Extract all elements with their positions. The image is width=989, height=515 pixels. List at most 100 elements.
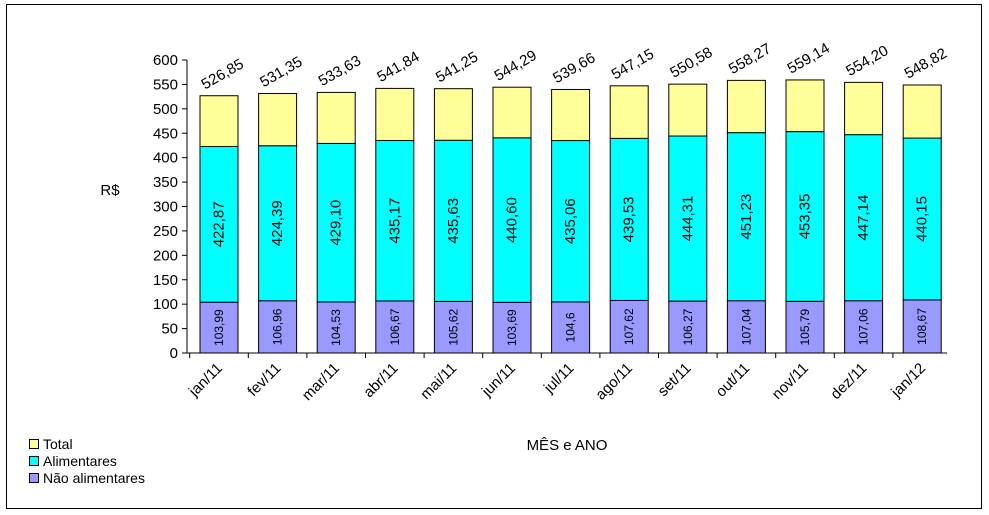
data-label-nao-alimentares: 104,6 <box>564 312 578 342</box>
bar-total <box>375 87 415 141</box>
bar-alimentares <box>668 135 708 302</box>
y-tick-label: 50 <box>161 321 178 338</box>
bar-nao-alimentares <box>375 300 415 354</box>
data-label-nao-alimentares: 108,67 <box>915 308 929 345</box>
data-label-total: 554,20 <box>843 42 891 80</box>
bar-alimentares <box>844 134 884 302</box>
data-label-total: 559,14 <box>785 40 833 78</box>
bar-nao-alimentares <box>551 301 591 354</box>
legend-item-alimentares: Alimentares <box>29 452 145 469</box>
y-tick-label: 450 <box>153 125 178 142</box>
data-label-alimentares: 429,10 <box>328 200 345 246</box>
data-label-alimentares: 435,17 <box>386 198 403 244</box>
data-label-total: 558,27 <box>726 40 774 78</box>
data-label-alimentares: 435,63 <box>445 198 462 244</box>
data-label-total: 539,66 <box>550 49 598 87</box>
data-label-nao-alimentares: 103,69 <box>505 309 519 346</box>
bar-nao-alimentares <box>785 300 825 354</box>
bar-total <box>785 79 825 133</box>
legend-label-alimentares: Alimentares <box>43 452 117 469</box>
x-category-label: mar/11 <box>299 360 343 404</box>
legend-swatch-total <box>29 438 39 449</box>
legend-label-total: Total <box>43 435 73 452</box>
bar-total <box>551 88 591 142</box>
x-category-label: nov/11 <box>769 360 812 403</box>
data-label-total: 531,35 <box>257 53 305 91</box>
legend: Total Alimentares Não alimentares <box>29 435 145 486</box>
bar-alimentares <box>258 145 298 302</box>
data-label-nao-alimentares: 104,53 <box>329 309 343 346</box>
bar-alimentares <box>316 142 356 303</box>
x-category-label: mai/11 <box>417 360 460 403</box>
legend-item-nao-alimentares: Não alimentares <box>29 469 145 486</box>
bar-total <box>492 86 532 139</box>
bar-total <box>844 81 884 136</box>
data-label-alimentares: 439,53 <box>621 196 638 242</box>
y-tick-label: 250 <box>153 223 178 240</box>
y-axis-label: R$ <box>100 182 120 199</box>
bar-nao-alimentares <box>668 300 708 354</box>
bar-nao-alimentares <box>844 300 884 354</box>
data-label-nao-alimentares: 106,27 <box>681 308 695 345</box>
legend-swatch-alimentares <box>29 455 39 466</box>
data-label-nao-alimentares: 105,62 <box>446 309 460 346</box>
data-label-alimentares: 453,35 <box>797 194 814 240</box>
y-tick-label: 600 <box>153 52 178 69</box>
bar-alimentares <box>902 137 942 301</box>
y-tick-label: 200 <box>153 247 178 264</box>
bar-total <box>199 95 239 147</box>
data-label-total: 526,85 <box>199 56 247 94</box>
x-category-label: jan/11 <box>185 360 226 401</box>
x-category-label: dez/11 <box>827 360 870 403</box>
x-category-label: set/11 <box>655 360 695 400</box>
x-category-label: jan/12 <box>887 360 929 402</box>
x-category-label: fev/11 <box>244 360 284 400</box>
bar-total <box>668 83 708 137</box>
bar-nao-alimentares <box>902 299 942 354</box>
y-tick-label: 0 <box>170 345 178 362</box>
data-label-total: 541,84 <box>374 48 422 86</box>
bar-total <box>433 88 473 141</box>
x-category-label: jun/11 <box>478 360 519 401</box>
data-label-alimentares: 424,39 <box>269 200 286 246</box>
bar-alimentares <box>199 145 239 303</box>
data-label-alimentares: 440,60 <box>504 197 521 243</box>
y-tick-label: 400 <box>153 150 178 167</box>
data-label-nao-alimentares: 107,62 <box>622 308 636 345</box>
x-axis-label: MÊS e ANO <box>527 437 608 454</box>
data-label-total: 548,82 <box>902 45 950 83</box>
bar-total <box>902 84 942 139</box>
data-label-nao-alimentares: 107,04 <box>739 308 753 345</box>
data-label-total: 550,58 <box>667 44 715 82</box>
y-tick-label: 300 <box>153 199 178 216</box>
bar-nao-alimentares <box>258 300 298 354</box>
stacked-bar-chart: 0 50 100 150 200 250 300 350 400 450 500 550 600 R$ MÊ… <box>100 40 950 454</box>
y-tick-label: 350 <box>153 174 178 191</box>
data-label-nao-alimentares: 105,79 <box>798 308 812 345</box>
bar-total <box>609 85 649 139</box>
data-label-alimentares: 447,14 <box>855 195 872 241</box>
bar-total <box>316 91 356 144</box>
x-category-label: jul/11 <box>540 360 577 397</box>
x-category-label: abr/11 <box>360 360 401 401</box>
bar-alimentares <box>785 131 825 302</box>
data-label-total: 544,29 <box>492 47 540 85</box>
data-label-nao-alimentares: 106,67 <box>388 308 402 345</box>
bar-alimentares <box>551 140 591 303</box>
data-label-nao-alimentares: 103,99 <box>212 309 226 346</box>
x-category-label: ago/11 <box>592 360 636 404</box>
y-tick-label: 550 <box>153 76 178 93</box>
y-tick-label: 500 <box>153 101 178 118</box>
data-label-alimentares: 444,31 <box>679 196 696 242</box>
bar-alimentares <box>726 132 766 302</box>
bar-alimentares <box>375 139 415 302</box>
data-label-alimentares: 440,15 <box>914 196 931 242</box>
bar-nao-alimentares <box>726 300 766 354</box>
bar-total <box>258 93 298 147</box>
bar-nao-alimentares <box>199 301 239 354</box>
bar-alimentares <box>433 139 473 302</box>
data-label-total: 541,25 <box>433 48 481 86</box>
legend-label-nao-alimentares: Não alimentares <box>43 469 145 486</box>
data-label-nao-alimentares: 106,96 <box>271 308 285 345</box>
y-tick-label: 150 <box>153 272 178 289</box>
